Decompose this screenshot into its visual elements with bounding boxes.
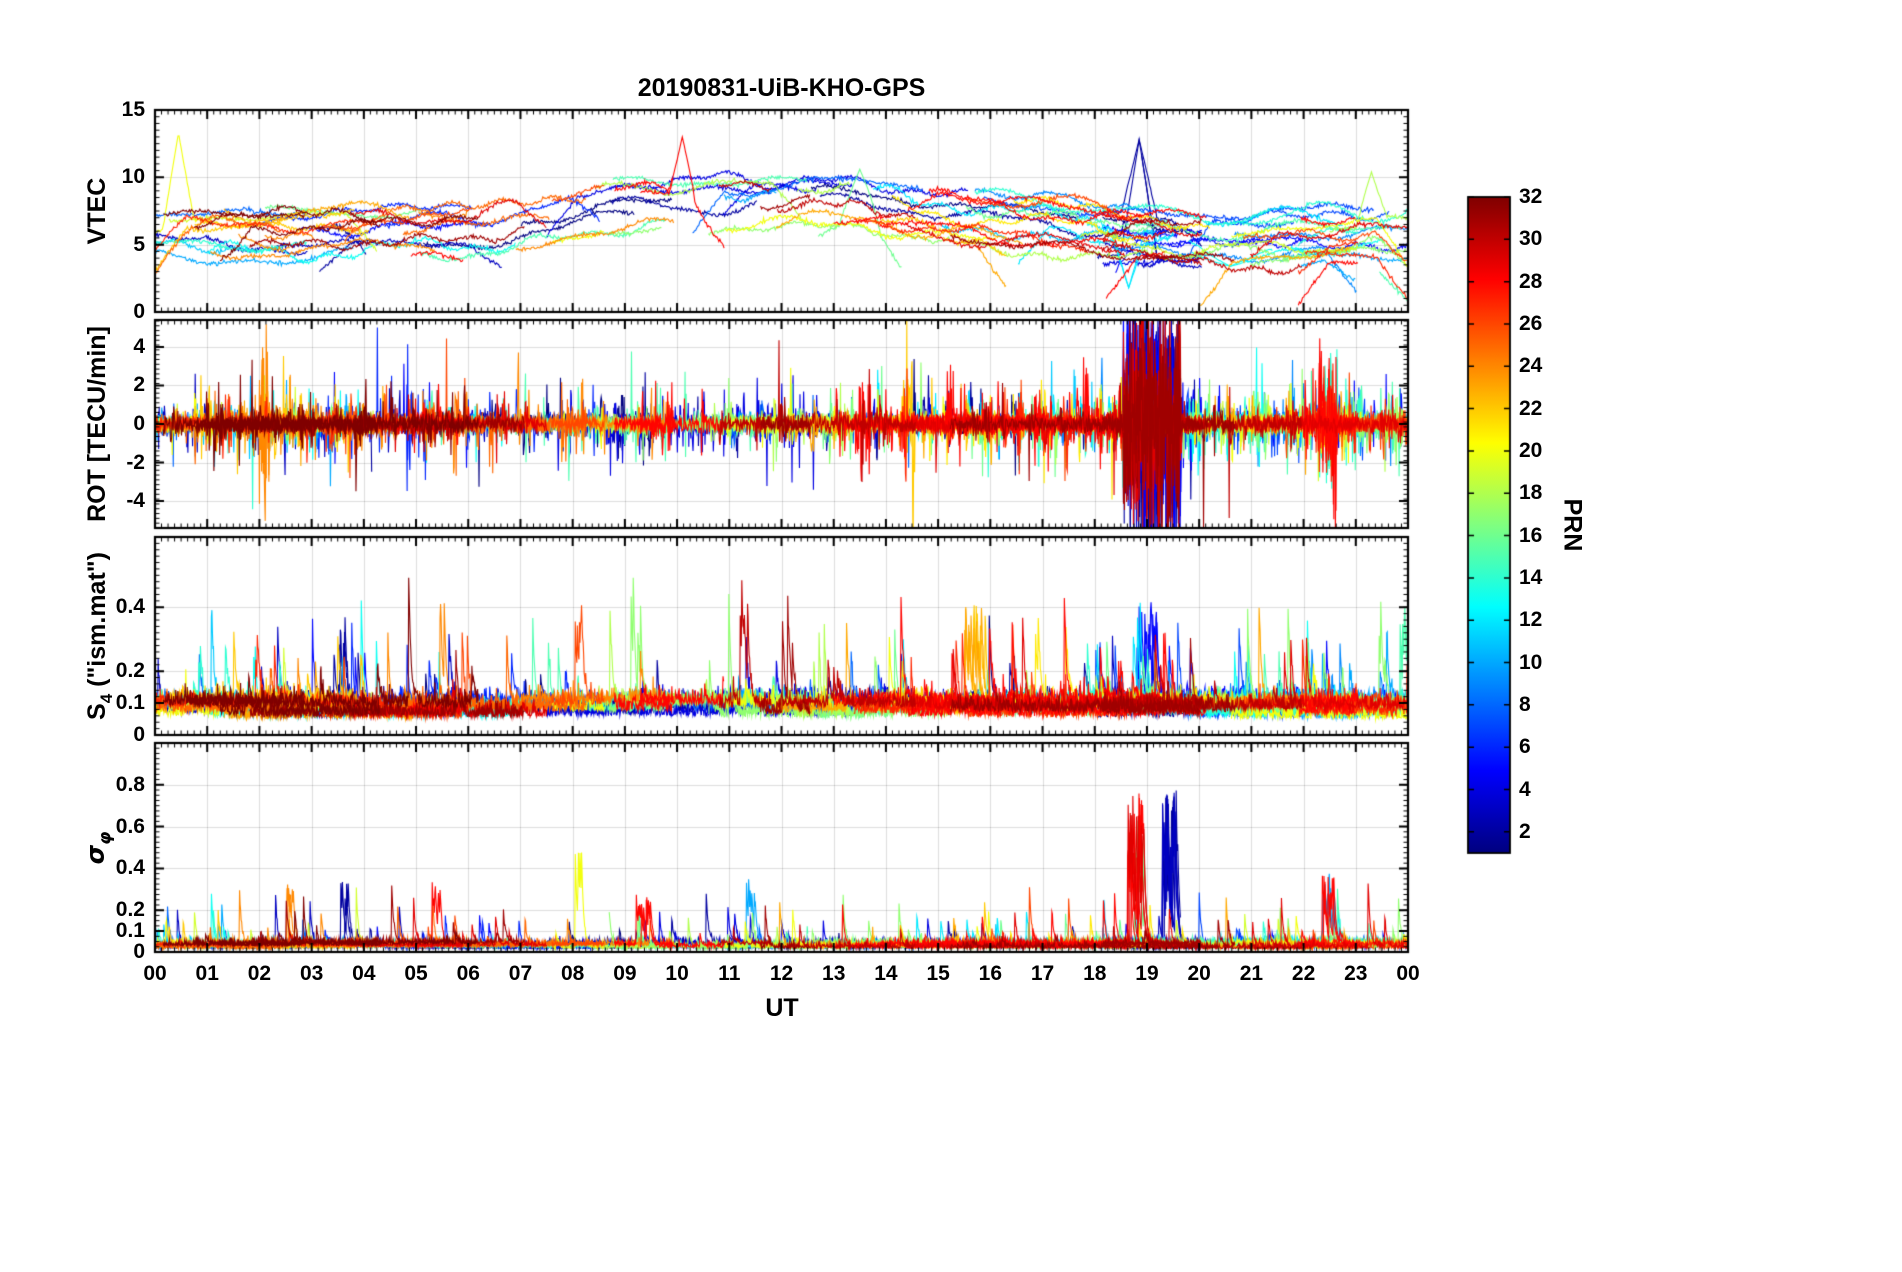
colorbar-tick-label: 6	[1519, 735, 1531, 759]
x-tick-label: 04	[352, 962, 376, 985]
x-tick-label: 14	[874, 962, 898, 985]
colorbar-tick-label: 32	[1519, 185, 1543, 208]
ylabel-vtec: VTEC	[83, 178, 117, 245]
y-tick-label: 0.2	[115, 898, 145, 922]
x-tick-label: 11	[718, 962, 741, 985]
x-tick-label: 02	[247, 962, 272, 985]
colorbar-tick-label: 28	[1519, 269, 1543, 293]
y-tick-label: 10	[121, 165, 145, 189]
ylabel-s4: S4 ("ism.mat")	[83, 552, 117, 720]
colorbar-tick-label: 4	[1519, 777, 1531, 801]
colorbar-tick-label: 16	[1519, 523, 1543, 547]
x-tick-label: 00	[1396, 962, 1420, 985]
ylabel-text: S	[83, 703, 111, 720]
ylabel-text: σ	[80, 844, 110, 865]
chart-title: 20190831-UiB-KHO-GPS	[637, 74, 926, 102]
x-tick-label: 01	[195, 962, 219, 985]
x-tick-label: 13	[822, 962, 846, 985]
y-tick-label: 0	[133, 940, 145, 963]
ylabel-subscript: 4	[97, 693, 116, 704]
x-tick-label: 18	[1083, 962, 1107, 985]
y-tick-label: -4	[126, 489, 145, 513]
ylabel-rot: ROT [TECU/min]	[83, 326, 117, 522]
colorbar-tick-label: 30	[1519, 227, 1543, 251]
ylabel-text: VTEC	[83, 177, 111, 245]
x-tick-label: 16	[978, 962, 1003, 985]
colorbar-tick-label: 8	[1519, 692, 1531, 716]
colorbar-tick-label: 26	[1519, 311, 1543, 335]
colorbar-tick-label: 14	[1519, 565, 1543, 589]
colorbar-tick-label: 20	[1519, 438, 1543, 462]
x-tick-label: 20	[1187, 962, 1211, 985]
y-tick-label: 0.1	[115, 691, 145, 715]
ylabel-suffix: ("ism.mat")	[83, 552, 111, 694]
colorbar-label: PRN	[1558, 498, 1587, 552]
colorbar-tick-label: 24	[1519, 354, 1543, 378]
colorbar-tick-label: 10	[1519, 650, 1543, 674]
ylabel-subscript: φ	[95, 831, 116, 845]
x-tick-label: 23	[1344, 962, 1368, 985]
y-tick-label: 0.4	[115, 595, 145, 619]
y-tick-label: 0	[133, 723, 145, 746]
ylabel-sigma-phi: σφ	[81, 832, 116, 865]
x-tick-label: 15	[926, 962, 950, 985]
x-tick-label: 17	[1030, 962, 1055, 985]
y-tick-label: 0.4	[115, 856, 145, 880]
y-tick-label: 4	[133, 334, 145, 358]
y-tick-label: 2	[133, 373, 145, 397]
y-tick-label: 0.1	[115, 919, 145, 943]
x-tick-label: 19	[1135, 962, 1159, 985]
x-tick-label: 09	[613, 962, 637, 985]
x-tick-label: 22	[1291, 962, 1316, 985]
x-tick-label: 05	[404, 962, 428, 985]
colorbar-tick-label: 22	[1519, 396, 1543, 420]
x-tick-label: 00	[143, 962, 167, 985]
y-tick-label: 5	[133, 232, 145, 256]
ylabel-text: ROT [TECU/min]	[83, 326, 111, 522]
x-tick-label: 06	[456, 962, 480, 985]
y-tick-label: -2	[126, 450, 145, 474]
y-tick-label: 0.8	[115, 772, 145, 796]
x-tick-label: 07	[508, 962, 533, 985]
xlabel: UT	[765, 994, 799, 1022]
y-tick-label: 0.2	[115, 659, 145, 683]
colorbar-tick-label: 18	[1519, 481, 1543, 505]
y-tick-label: 0	[133, 300, 145, 323]
colorbar-tick-label: 2	[1519, 819, 1531, 843]
y-tick-label: 15	[121, 98, 145, 121]
colorbar-tick-label: 12	[1519, 608, 1543, 632]
x-tick-label: 12	[769, 962, 794, 985]
x-tick-label: 03	[299, 962, 324, 985]
y-tick-label: 0.6	[115, 814, 145, 838]
y-tick-label: 0	[133, 412, 145, 435]
x-tick-label: 10	[665, 962, 689, 985]
x-tick-label: 08	[560, 962, 585, 985]
x-tick-label: 21	[1239, 962, 1264, 985]
